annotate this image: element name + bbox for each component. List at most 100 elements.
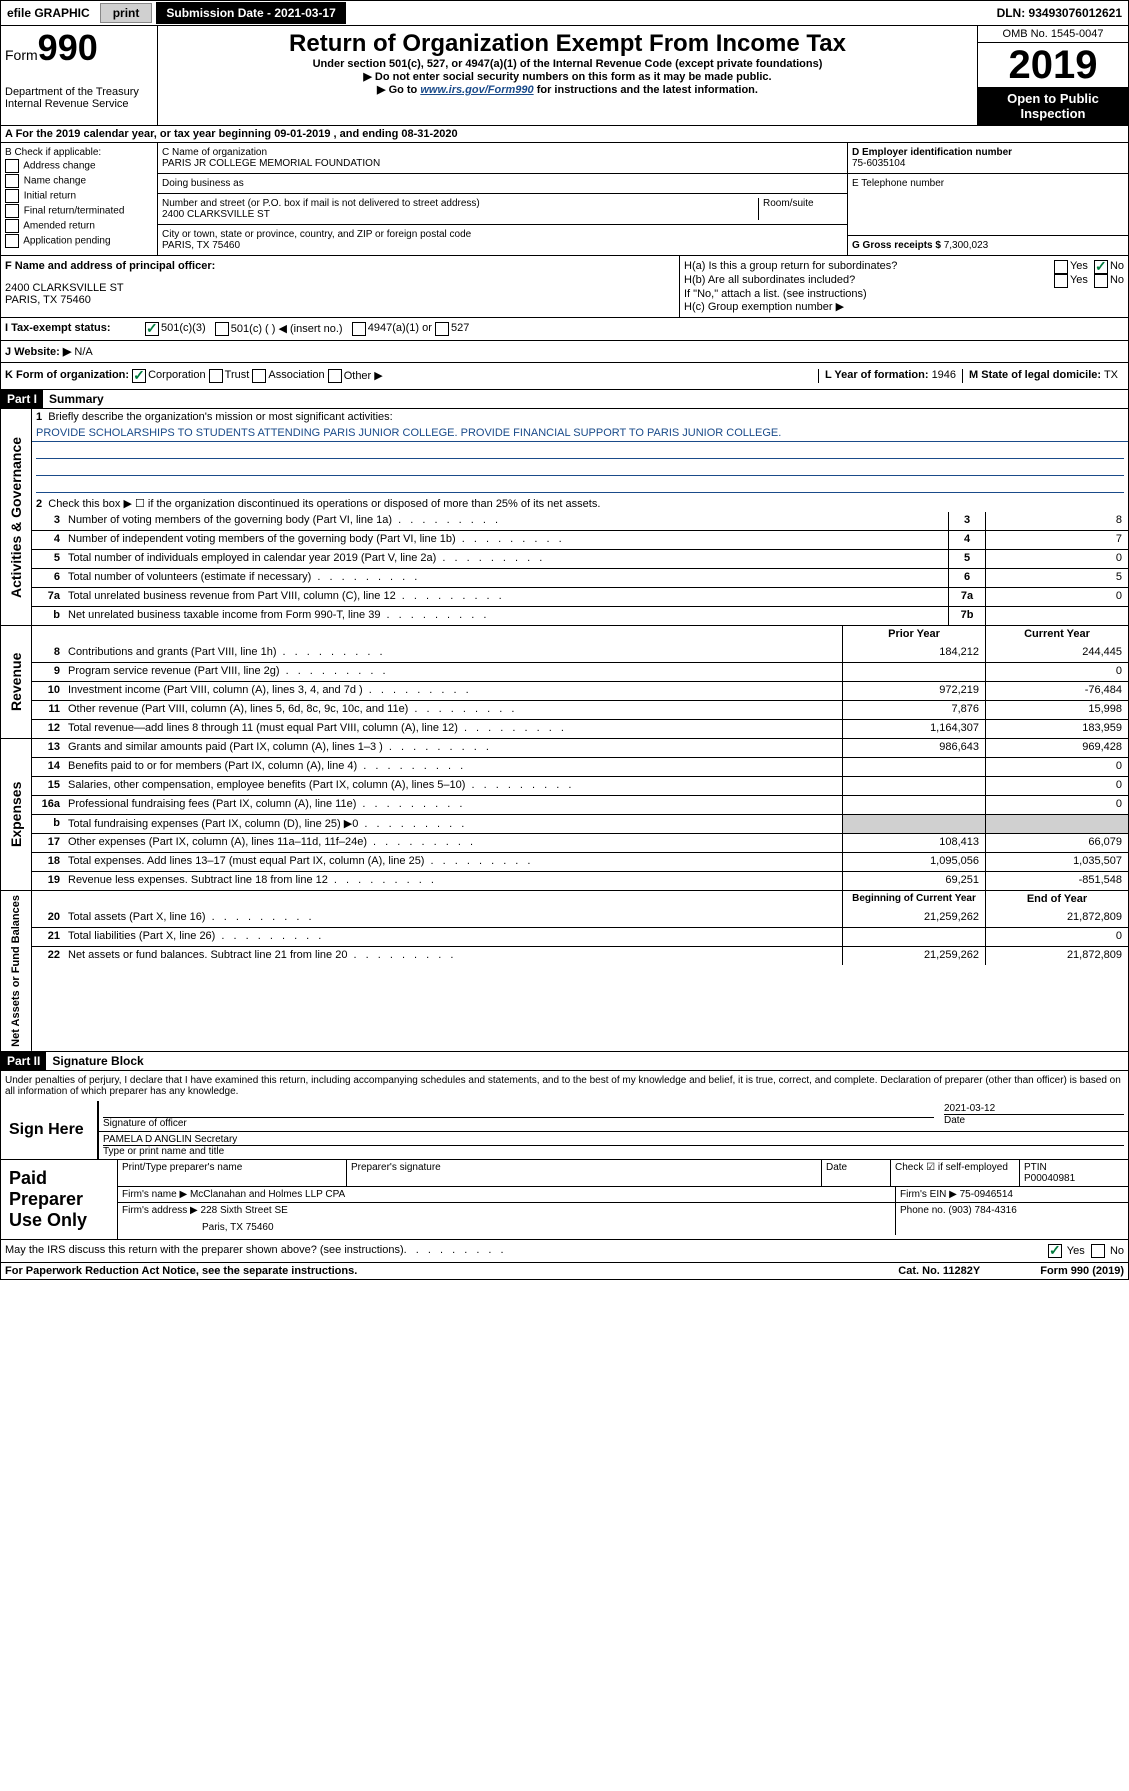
line-desc: Other revenue (Part VIII, column (A), li…	[64, 701, 842, 719]
perjury-text: Under penalties of perjury, I declare th…	[1, 1071, 1128, 1101]
instructions-link[interactable]: www.irs.gov/Form990	[420, 84, 533, 96]
header-center: Return of Organization Exempt From Incom…	[158, 26, 977, 125]
expenses-section: Expenses 13 Grants and similar amounts p…	[0, 739, 1129, 891]
line-prior	[842, 758, 985, 776]
corp-checkbox[interactable]	[132, 369, 146, 383]
assoc-checkbox[interactable]	[252, 369, 266, 383]
line-desc: Other expenses (Part IX, column (A), lin…	[64, 834, 842, 852]
hb-yes-checkbox[interactable]	[1054, 274, 1068, 288]
name-change-checkbox[interactable]	[5, 174, 19, 188]
line-17: 17 Other expenses (Part IX, column (A), …	[32, 833, 1128, 852]
f-addr2: PARIS, TX 75460	[5, 294, 675, 306]
type-name-label: Type or print name and title	[103, 1146, 1124, 1157]
line-current: 244,445	[985, 644, 1128, 662]
line-prior: 184,212	[842, 644, 985, 662]
col-prior: Prior Year	[842, 626, 985, 644]
dba-label: Doing business as	[162, 178, 843, 189]
room-label: Room/suite	[758, 198, 843, 220]
4947-checkbox[interactable]	[352, 322, 366, 336]
discuss-row: May the IRS discuss this return with the…	[0, 1240, 1129, 1263]
section-j: J Website: ▶ N/A	[0, 341, 1129, 363]
address-change-checkbox[interactable]	[5, 159, 19, 173]
ha-no: No	[1110, 260, 1124, 274]
line-desc: Contributions and grants (Part VIII, lin…	[64, 644, 842, 662]
mission-text: PROVIDE SCHOLARSHIPS TO STUDENTS ATTENDI…	[32, 425, 1128, 442]
line-21: 21 Total liabilities (Part X, line 26) 0	[32, 927, 1128, 946]
part1-header-row: Part I Summary	[0, 390, 1129, 409]
line-desc: Benefits paid to or for members (Part IX…	[64, 758, 842, 776]
line-desc: Total liabilities (Part X, line 26)	[64, 928, 842, 946]
line-desc: Total assets (Part X, line 16)	[64, 909, 842, 927]
chk-amended: Amended return	[23, 221, 95, 232]
line-num: 3	[32, 512, 64, 530]
header-right: OMB No. 1545-0047 2019 Open to Public In…	[977, 26, 1128, 125]
527-checkbox[interactable]	[435, 322, 449, 336]
line-val: 0	[985, 588, 1128, 606]
part1-header: Part I	[1, 390, 43, 408]
k-label: K Form of organization:	[5, 369, 129, 383]
line-current: 969,428	[985, 739, 1128, 757]
line-prior: 1,164,307	[842, 720, 985, 738]
hb-no-checkbox[interactable]	[1094, 274, 1108, 288]
omb-number: OMB No. 1545-0047	[978, 26, 1128, 43]
501c3-checkbox[interactable]	[145, 322, 159, 336]
initial-return-checkbox[interactable]	[5, 189, 19, 203]
line-desc: Salaries, other compensation, employee b…	[64, 777, 842, 795]
line-current: 0	[985, 928, 1128, 946]
line-desc: Total number of volunteers (estimate if …	[64, 569, 948, 587]
date-label: Date	[944, 1115, 1124, 1126]
q2: Check this box ▶ ☐ if the organization d…	[48, 498, 600, 510]
line-desc: Total number of individuals employed in …	[64, 550, 948, 568]
discuss-yes-checkbox[interactable]	[1048, 1244, 1062, 1258]
501c-checkbox[interactable]	[215, 322, 229, 336]
line-desc: Number of independent voting members of …	[64, 531, 948, 549]
line-num: 19	[32, 872, 64, 890]
ha-no-checkbox[interactable]	[1094, 260, 1108, 274]
line-num: 6	[32, 569, 64, 587]
subtitle-3-pre: ▶ Go to	[377, 84, 420, 96]
application-pending-checkbox[interactable]	[5, 234, 19, 248]
addr-value: 2400 CLARKSVILLE ST	[162, 209, 758, 220]
line-prior	[842, 928, 985, 946]
city-value: PARIS, TX 75460	[162, 240, 843, 251]
line-10: 10 Investment income (Part VIII, column …	[32, 681, 1128, 700]
amended-return-checkbox[interactable]	[5, 219, 19, 233]
line-current: 1,035,507	[985, 853, 1128, 871]
info-block: B Check if applicable: Address change Na…	[0, 143, 1129, 256]
i-label: I Tax-exempt status:	[5, 322, 145, 336]
final-return-checkbox[interactable]	[5, 204, 19, 218]
opt-501c3: 501(c)(3)	[161, 322, 206, 336]
hc-label: H(c) Group exemption number ▶	[684, 300, 1124, 313]
line-num: 21	[32, 928, 64, 946]
line-num: 13	[32, 739, 64, 757]
ha-yes-checkbox[interactable]	[1054, 260, 1068, 274]
footer-row: For Paperwork Reduction Act Notice, see …	[0, 1263, 1129, 1280]
discuss-no-checkbox[interactable]	[1091, 1244, 1105, 1258]
gross-value: 7,300,023	[944, 240, 989, 251]
m-value: TX	[1104, 369, 1118, 381]
firm-addr-label: Firm's address ▶	[122, 1205, 198, 1216]
other-checkbox[interactable]	[328, 369, 342, 383]
f-addr1: 2400 CLARKSVILLE ST	[5, 282, 675, 294]
city-label: City or town, state or province, country…	[162, 229, 843, 240]
prep-name-label: Print/Type preparer's name	[118, 1160, 347, 1186]
firm-addr1: 228 Sixth Street SE	[201, 1205, 288, 1216]
line-num: 8	[32, 644, 64, 662]
opt-501c: 501(c) ( ) ◀ (insert no.)	[231, 322, 343, 336]
line-12: 12 Total revenue—add lines 8 through 11 …	[32, 719, 1128, 738]
line-prior	[842, 815, 985, 833]
trust-checkbox[interactable]	[209, 369, 223, 383]
hb-note: If "No," attach a list. (see instruction…	[684, 288, 1124, 300]
line-20: 20 Total assets (Part X, line 16) 21,259…	[32, 909, 1128, 927]
line-current: 0	[985, 796, 1128, 814]
subtitle-1: Under section 501(c), 527, or 4947(a)(1)…	[162, 58, 973, 70]
line-18: 18 Total expenses. Add lines 13–17 (must…	[32, 852, 1128, 871]
line-current: 183,959	[985, 720, 1128, 738]
efile-label: efile GRAPHIC	[1, 4, 96, 22]
discuss-dots	[404, 1244, 507, 1258]
opt-other: Other ▶	[344, 369, 383, 383]
print-button[interactable]: print	[100, 3, 153, 23]
col-begin: Beginning of Current Year	[842, 891, 985, 909]
l-label: L Year of formation:	[825, 369, 929, 381]
line-num: 5	[32, 550, 64, 568]
